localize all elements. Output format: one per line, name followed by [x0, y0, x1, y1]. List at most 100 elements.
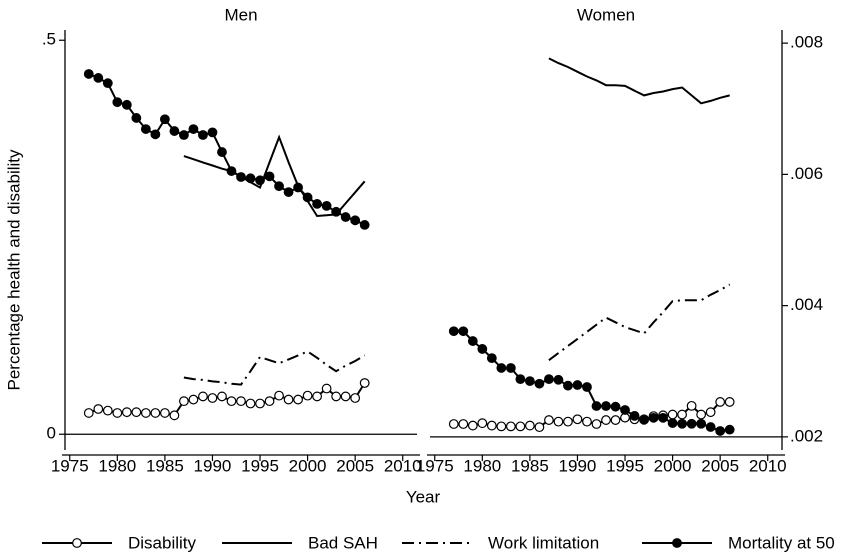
x-tick-label: 1990 — [194, 456, 232, 475]
series-marker — [321, 383, 332, 394]
series-marker — [264, 396, 275, 407]
series-marker — [496, 363, 507, 373]
y2-tick-label: .004 — [790, 295, 823, 314]
series-marker — [544, 374, 554, 385]
series-marker — [83, 408, 94, 418]
x-tick-label: 2005 — [701, 456, 739, 475]
series-marker — [150, 129, 161, 140]
series-marker — [563, 380, 573, 391]
series-marker — [667, 409, 678, 420]
series-marker — [448, 326, 459, 337]
series-marker — [544, 415, 554, 425]
series-marker — [274, 390, 284, 401]
series-marker — [486, 420, 497, 431]
series-marker — [610, 401, 621, 412]
panel-title: Men — [224, 5, 257, 24]
series-marker — [515, 374, 526, 385]
x-tick-label: 1975 — [51, 456, 89, 475]
series-marker — [255, 175, 265, 186]
x-tick-label: 1985 — [511, 456, 549, 475]
x-tick-label: 2000 — [289, 456, 327, 475]
series-marker — [140, 124, 151, 134]
legend-label: Work limitation — [488, 533, 599, 552]
series-marker — [169, 126, 180, 136]
series-marker — [705, 407, 716, 418]
x-tick-label: 2005 — [336, 456, 374, 475]
y2-tick-label: .002 — [790, 426, 823, 445]
y-tick-label: 0 — [47, 424, 56, 443]
series-marker — [458, 326, 469, 337]
series-marker — [534, 422, 545, 433]
series-marker — [245, 398, 256, 409]
series-marker — [715, 397, 726, 407]
series-marker — [467, 420, 478, 431]
panel-title: Women — [577, 5, 635, 24]
series-marker — [639, 414, 649, 425]
series-marker — [179, 130, 189, 140]
series-marker — [563, 416, 573, 427]
series-marker — [150, 408, 161, 418]
x-tick-label: 2010 — [749, 456, 787, 475]
x-tick-label: 2000 — [654, 456, 692, 475]
series-marker — [217, 147, 227, 157]
series-marker — [359, 220, 370, 230]
series-marker — [140, 408, 151, 418]
series-marker — [112, 97, 123, 108]
x-tick-label: 2010 — [384, 456, 422, 475]
series-marker — [601, 401, 611, 411]
series-marker — [477, 418, 488, 429]
series-marker — [601, 415, 611, 425]
y2-tick-label: .008 — [790, 33, 823, 52]
series-marker — [302, 192, 313, 203]
series-marker — [283, 394, 294, 405]
y-axis-label: Percentage health and disability — [4, 149, 23, 390]
x-tick-label: 1985 — [146, 456, 184, 475]
series-marker — [331, 391, 342, 402]
series-marker — [524, 420, 535, 431]
series-marker — [505, 363, 516, 373]
series-marker — [515, 421, 526, 432]
series-marker — [102, 78, 113, 89]
series-marker — [610, 415, 621, 425]
series-marker — [350, 393, 361, 403]
series-marker — [677, 409, 688, 420]
series-marker — [245, 173, 256, 184]
series-marker — [715, 426, 726, 436]
series-marker — [283, 187, 294, 197]
y-tick-label: .5 — [42, 30, 56, 49]
series-marker — [217, 391, 227, 402]
series-marker — [724, 424, 735, 435]
series-marker — [591, 401, 602, 411]
series-marker — [572, 380, 583, 390]
series-marker — [677, 418, 688, 429]
series-marker — [131, 113, 142, 123]
legend-marker — [672, 538, 682, 548]
series-marker — [486, 353, 497, 364]
series-marker — [648, 412, 659, 423]
series-marker — [188, 394, 199, 405]
series-marker — [524, 376, 535, 386]
series-marker — [198, 130, 208, 140]
series-marker — [667, 418, 678, 428]
series-marker — [264, 171, 275, 182]
series-marker — [553, 374, 564, 385]
x-tick-label: 1980 — [98, 456, 136, 475]
series-marker — [359, 378, 370, 388]
x-tick-label: 1975 — [416, 456, 454, 475]
series-line — [548, 57, 730, 105]
series-marker — [207, 127, 218, 138]
series-marker — [131, 407, 142, 418]
x-tick-label: 1995 — [606, 456, 644, 475]
x-tick-label: 1995 — [241, 456, 279, 475]
series-line — [183, 350, 366, 386]
series-marker — [582, 382, 592, 392]
series-marker — [696, 418, 707, 429]
series-marker — [582, 416, 592, 427]
series-marker — [236, 396, 246, 407]
series-marker — [255, 398, 265, 409]
series-marker — [83, 69, 94, 79]
series-marker — [159, 114, 170, 125]
series-marker — [274, 181, 284, 192]
x-tick-label: 1990 — [559, 456, 597, 475]
series-marker — [467, 336, 478, 346]
